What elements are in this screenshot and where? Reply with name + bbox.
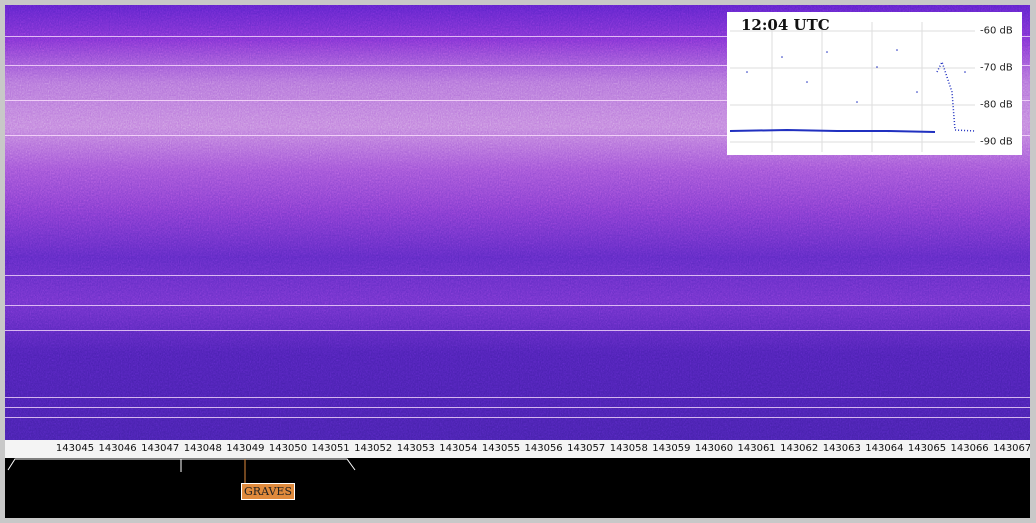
frequency-label: 143066 xyxy=(950,443,989,454)
time-label: 12:04 UTC xyxy=(741,16,830,34)
streak xyxy=(5,305,1030,306)
streak xyxy=(5,417,1030,418)
frequency-scale: 143045 143046 143047 143048 143049 143050 1430… xyxy=(5,440,1030,458)
frequency-label: 143052 xyxy=(354,443,393,454)
frequency-label: 143045 xyxy=(55,443,95,454)
frequency-label: 143047 xyxy=(141,443,180,454)
frequency-label: 143056 xyxy=(524,443,563,454)
db-label: -90 dB xyxy=(980,136,1013,148)
db-label: -80 dB xyxy=(980,99,1013,111)
spectrum-inset: 12:04 UTC -60 dB -70 dB -80 dB -90 dB xyxy=(727,12,1022,155)
frequency-label: 143058 xyxy=(609,443,648,454)
frequency-label: 143061 xyxy=(737,443,776,454)
frequency-label: 143053 xyxy=(396,443,435,454)
frequency-label: 143067 xyxy=(993,443,1030,454)
streak xyxy=(5,36,1030,37)
frequency-label: 143063 xyxy=(822,443,861,454)
frequency-label: 143048 xyxy=(183,443,222,454)
frequency-label: 143055 xyxy=(481,443,521,454)
frequency-label: 143046 xyxy=(98,443,137,454)
passband-bracket xyxy=(7,458,356,484)
frequency-label: 143051 xyxy=(311,443,350,454)
frequency-label: 143060 xyxy=(694,443,734,454)
passband-area xyxy=(5,458,1030,518)
streak xyxy=(5,407,1030,408)
streak xyxy=(5,65,1030,66)
frequency-label: 143050 xyxy=(268,443,308,454)
streak xyxy=(5,135,1030,136)
spectrum-plot xyxy=(729,22,976,152)
frequency-label: 143065 xyxy=(907,443,947,454)
frequency-label: 143064 xyxy=(865,443,904,454)
streak xyxy=(5,397,1030,398)
frequency-label: 143054 xyxy=(439,443,478,454)
frequency-label: 143057 xyxy=(567,443,606,454)
frequency-label: 143062 xyxy=(780,443,819,454)
db-label: -60 dB xyxy=(980,25,1013,37)
frequency-label: 143049 xyxy=(226,443,265,454)
streak xyxy=(5,100,1030,101)
streak xyxy=(5,330,1030,331)
frequency-label: 143059 xyxy=(652,443,691,454)
db-label: -70 dB xyxy=(980,62,1013,74)
marker-label[interactable]: GRAVES xyxy=(241,483,295,500)
streak xyxy=(5,275,1030,276)
